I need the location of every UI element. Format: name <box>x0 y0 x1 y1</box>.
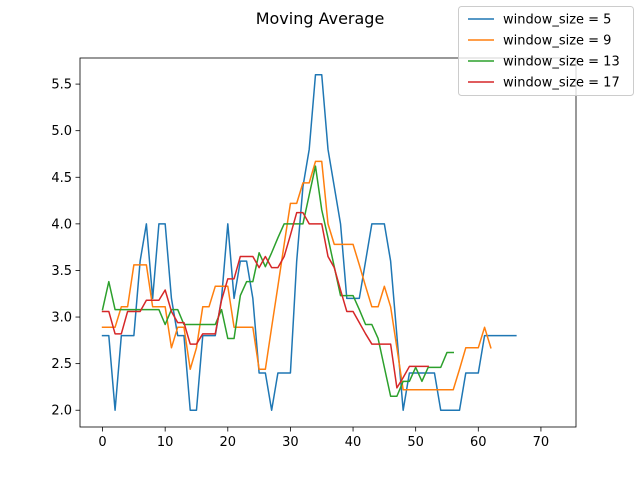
axes-frame <box>79 57 577 428</box>
x-tick-label: 0 <box>98 435 106 450</box>
legend-label: window_size = 13 <box>503 55 620 70</box>
y-tick-label: 2.5 <box>51 357 72 372</box>
y-tick-label: 3.5 <box>51 264 72 279</box>
x-tick-label: 20 <box>220 435 237 450</box>
x-tick-label: 70 <box>533 435 550 450</box>
x-tick-label: 40 <box>345 435 362 450</box>
y-tick-label: 5.0 <box>51 124 72 139</box>
y-tick-label: 5.5 <box>51 78 72 93</box>
series-line-window-13 <box>101 165 454 397</box>
x-tick-label: 50 <box>407 435 424 450</box>
series-line-window-17 <box>101 211 429 389</box>
x-tick-label: 30 <box>282 435 299 450</box>
y-tick-label: 3.0 <box>51 311 72 326</box>
legend: window_size = 5 window_size = 9 window_siz… <box>458 6 634 96</box>
y-tick-label: 4.5 <box>51 171 72 186</box>
legend-label: window_size = 5 <box>503 13 611 28</box>
x-tick-label: 60 <box>470 435 487 450</box>
legend-label: window_size = 9 <box>503 34 611 49</box>
legend-label: window_size = 17 <box>503 76 620 91</box>
y-tick-label: 2.0 <box>51 404 72 419</box>
x-tick-label: 10 <box>157 435 174 450</box>
y-tick-label: 4.0 <box>51 217 72 232</box>
series-line-window-5 <box>101 74 517 411</box>
chart-title: Moving Average <box>256 9 385 28</box>
plot-area: 0 10 20 30 40 50 60 70 2.0 2.5 3.0 3.5 4.0 4.5 5.0 5.5 <box>51 57 577 450</box>
legend-box <box>458 6 634 96</box>
